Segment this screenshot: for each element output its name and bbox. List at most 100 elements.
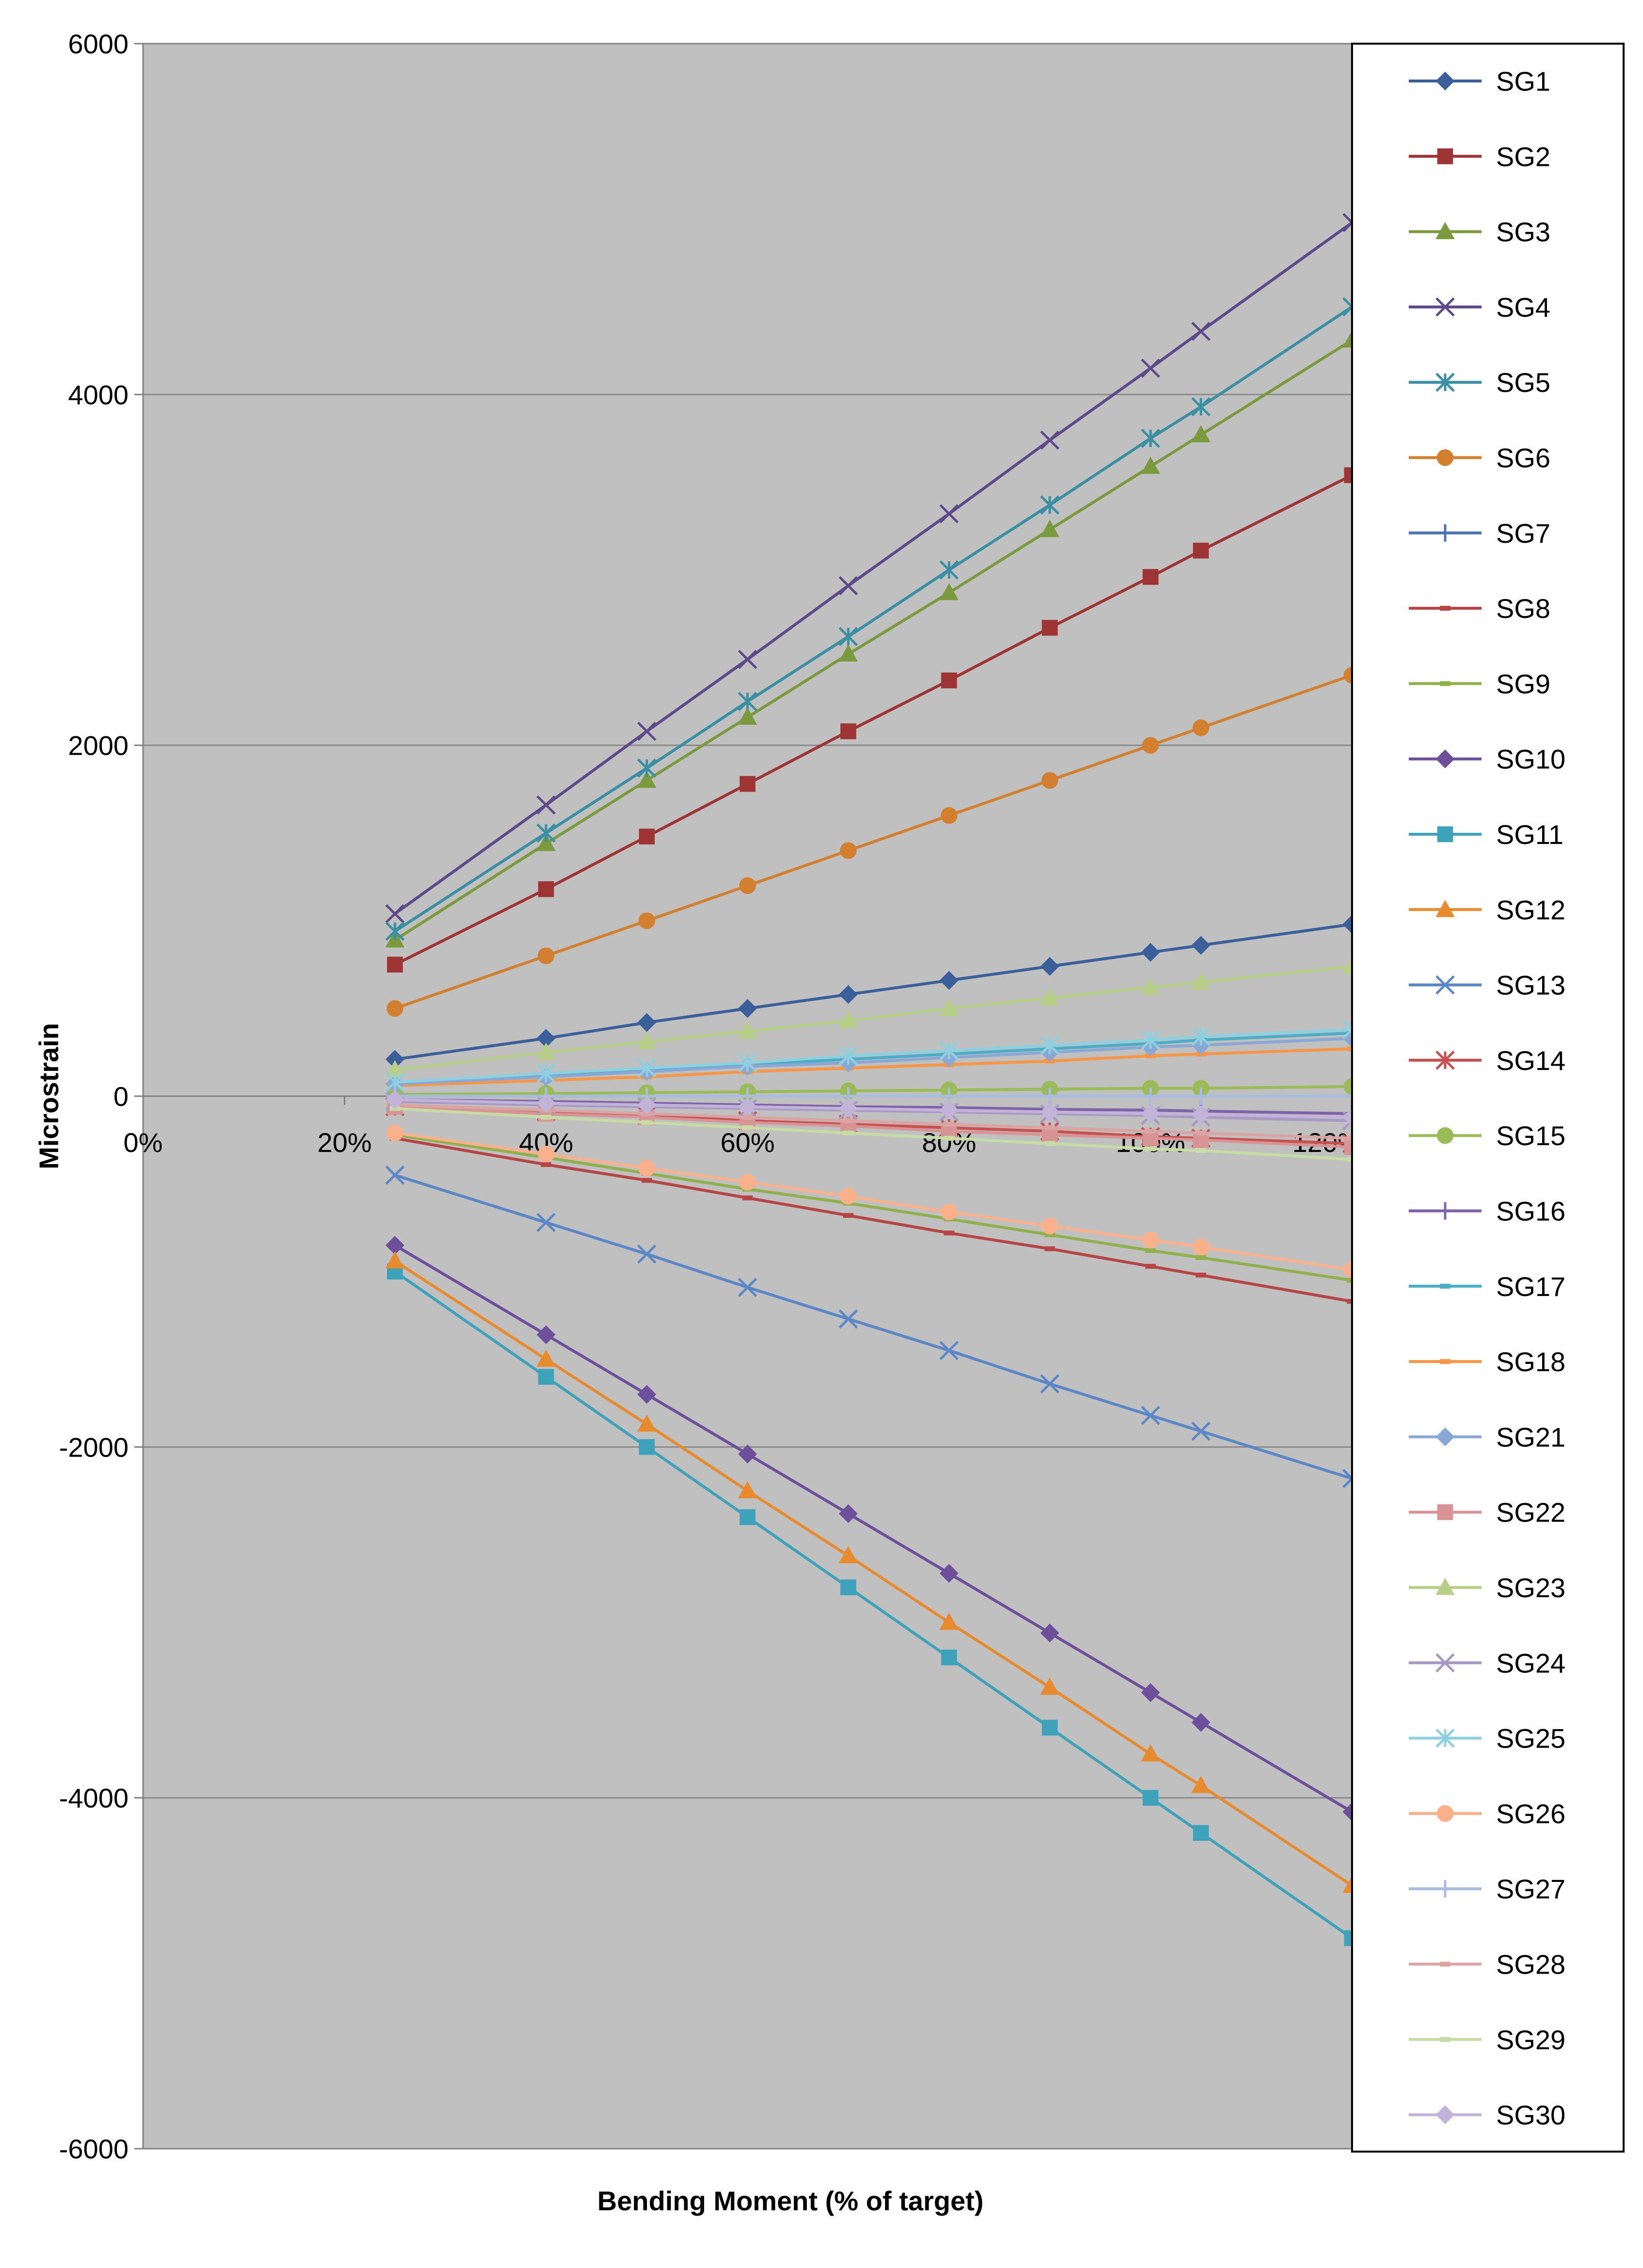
data-point-sg3 — [738, 707, 757, 725]
legend-label: SG8 — [1496, 593, 1550, 624]
series-line-sg29 — [395, 1107, 1353, 1161]
data-point-sg6 — [1041, 772, 1058, 789]
data-point-sg29 — [641, 1120, 652, 1125]
series-line-sg15 — [395, 1085, 1353, 1096]
series-sg5 — [385, 297, 1362, 941]
data-point-sg10 — [738, 1444, 757, 1464]
data-point-sg25 — [939, 1041, 959, 1060]
legend-entry-sg7: SG7 — [1409, 518, 1550, 549]
data-point-sg25 — [637, 1058, 657, 1078]
legend-entry-sg29: SG29 — [1409, 2025, 1565, 2055]
data-point-sg8 — [742, 1195, 753, 1200]
legend-label: SG16 — [1496, 1196, 1565, 1227]
legend-marker — [1435, 749, 1455, 769]
data-point-sg26 — [1041, 1217, 1058, 1234]
data-point-sg27 — [1142, 1087, 1160, 1105]
legend-entry-sg22: SG22 — [1409, 1497, 1565, 1528]
data-point-sg12 — [738, 1481, 757, 1499]
data-point-sg2 — [1193, 542, 1209, 559]
legend-marker — [1440, 606, 1450, 611]
series-line-sg12 — [394, 1260, 1353, 1887]
series-line-sg16 — [395, 1098, 1353, 1116]
data-point-sg3 — [939, 583, 959, 600]
data-point-sg4 — [1040, 430, 1060, 450]
legend-label: SG29 — [1496, 2025, 1565, 2055]
legend-marker — [1440, 1359, 1450, 1364]
data-point-sg8 — [1044, 1246, 1055, 1251]
legend-entry-sg26: SG26 — [1409, 1798, 1565, 1829]
data-point-sg28 — [742, 1115, 753, 1120]
legend-entry-sg15: SG15 — [1409, 1120, 1565, 1151]
legend-entry-sg8: SG8 — [1409, 593, 1550, 624]
legend-marker — [1435, 1427, 1455, 1446]
legend-label: SG1 — [1496, 66, 1550, 97]
x-tick-label: 60% — [720, 1127, 774, 1158]
data-point-sg9 — [1195, 1255, 1207, 1260]
series-line-sg5 — [394, 305, 1353, 933]
legend-entry-sg3: SG3 — [1409, 217, 1550, 247]
data-point-sg1 — [1191, 936, 1210, 955]
series-line-sg13 — [394, 1173, 1353, 1480]
data-point-sg11 — [941, 1650, 957, 1666]
legend-marker — [1435, 71, 1455, 91]
data-point-sg4 — [536, 795, 556, 815]
data-point-sg6 — [537, 947, 555, 964]
legend-label: SG9 — [1496, 668, 1550, 699]
data-point-sg2 — [639, 828, 655, 845]
data-point-sg12 — [939, 1612, 959, 1630]
data-point-sg11 — [840, 1579, 856, 1595]
legend-label: SG5 — [1496, 367, 1550, 398]
data-point-sg28 — [1195, 1130, 1207, 1135]
data-point-sg11 — [1042, 1719, 1058, 1736]
legend-entry-sg12: SG12 — [1409, 894, 1565, 925]
data-point-sg13 — [1040, 1374, 1060, 1393]
data-point-sg11 — [639, 1439, 655, 1455]
series-line-sg17 — [395, 1031, 1353, 1084]
data-point-sg3 — [637, 770, 657, 788]
series-sg10 — [385, 1236, 1362, 1822]
x-tick-label: 20% — [317, 1127, 371, 1158]
legend-marker — [1436, 1202, 1454, 1220]
data-point-sg8 — [944, 1231, 954, 1236]
data-point-sg23 — [838, 1011, 858, 1028]
y-tick-label: -2000 — [59, 1432, 129, 1462]
data-point-sg29 — [843, 1130, 854, 1135]
series-line-sg2 — [394, 474, 1353, 966]
data-point-sg10 — [939, 1564, 959, 1583]
series-line-sg25 — [395, 1028, 1353, 1084]
legend-marker — [1435, 297, 1455, 317]
data-point-sg6 — [638, 912, 655, 929]
data-point-sg12 — [1040, 1677, 1060, 1695]
data-point-sg12 — [1141, 1744, 1160, 1762]
legend-entry-sg9: SG9 — [1409, 668, 1550, 699]
legend-marker — [1437, 148, 1453, 164]
data-point-sg9 — [1044, 1232, 1055, 1237]
legend-entry-sg11: SG11 — [1409, 819, 1563, 850]
series-line-sg24 — [395, 1100, 1353, 1122]
data-point-sg2 — [538, 881, 554, 897]
legend-entry-sg21: SG21 — [1409, 1422, 1565, 1452]
legend-entry-sg5: SG5 — [1409, 367, 1550, 398]
data-point-sg13 — [536, 1213, 556, 1232]
legend-label: SG12 — [1496, 894, 1565, 925]
data-point-sg10 — [838, 1504, 858, 1523]
legend-label: SG30 — [1496, 2100, 1565, 2130]
data-point-sg30 — [838, 1099, 858, 1118]
series-sg2 — [387, 467, 1360, 973]
series-sg26 — [387, 1124, 1361, 1279]
data-point-sg30 — [536, 1094, 556, 1113]
data-point-sg10 — [1040, 1623, 1060, 1643]
data-point-sg5 — [738, 692, 757, 712]
data-point-sg11 — [1193, 1825, 1209, 1841]
series-sg11 — [387, 1264, 1360, 1946]
legend-entry-sg16: SG16 — [1409, 1196, 1565, 1227]
data-point-sg1 — [1040, 956, 1060, 976]
data-point-sg30 — [637, 1095, 657, 1115]
data-point-sg30 — [1141, 1104, 1160, 1123]
data-point-sg1 — [738, 999, 757, 1018]
data-point-sg25 — [738, 1053, 757, 1073]
data-point-sg4 — [385, 904, 405, 923]
x-tick-label: 0% — [124, 1127, 163, 1158]
legend-label: SG23 — [1496, 1572, 1565, 1603]
